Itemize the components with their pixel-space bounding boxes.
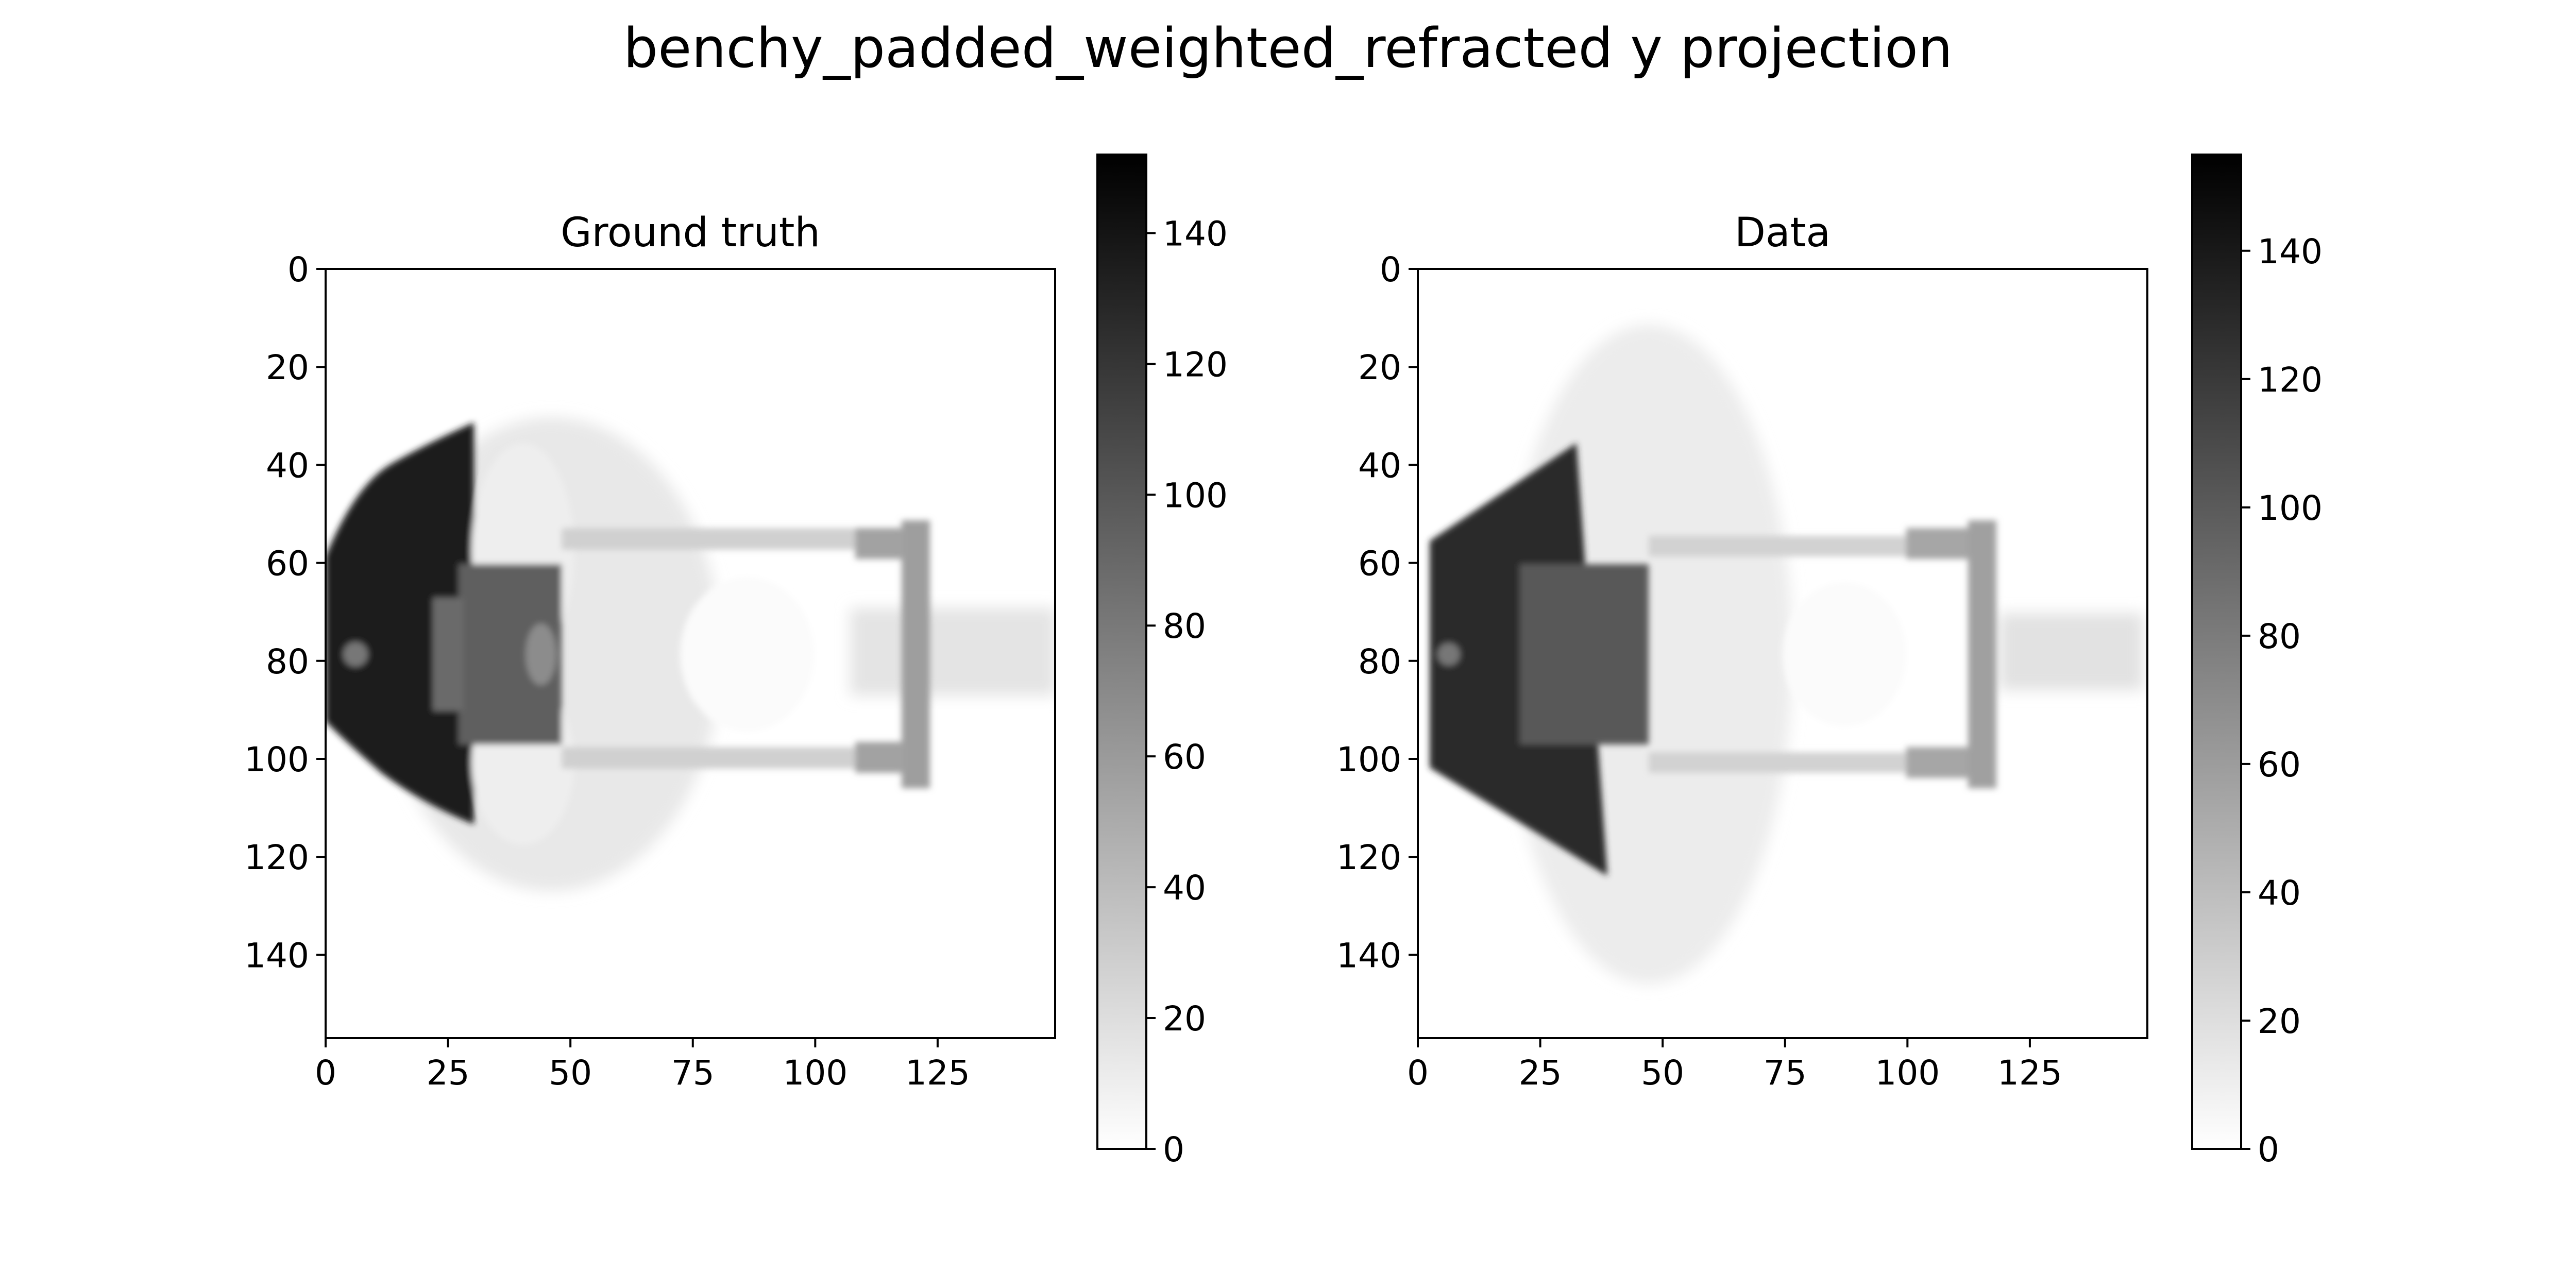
y-tick-label: 60 <box>1358 544 1401 584</box>
x-ticks-ground-truth: 0 25 50 75 100 125 <box>315 1038 970 1093</box>
colorbar-tick-label: 100 <box>2258 488 2323 528</box>
colorbar-tick-label: 120 <box>1163 345 1228 384</box>
y-tick-label: 0 <box>1380 250 1401 290</box>
panel-title-data: Data <box>1735 210 1831 256</box>
colorbar-tick-label: 60 <box>2258 745 2301 785</box>
colorbar-tick-label: 100 <box>1163 476 1228 515</box>
x-tick-label: 125 <box>905 1053 970 1093</box>
y-tick-label: 120 <box>244 838 309 877</box>
colorbar-tick-label: 120 <box>2258 360 2323 400</box>
y-tick-label: 60 <box>266 544 309 584</box>
y-tick-label: 140 <box>244 936 309 975</box>
y-tick-label: 0 <box>287 250 309 290</box>
x-tick-label: 25 <box>1519 1053 1562 1093</box>
heatmap-image-ground-truth <box>326 269 1055 1038</box>
colorbar-tick-label: 40 <box>2258 873 2301 913</box>
colorbar-tick-label: 0 <box>1163 1130 1184 1170</box>
colorbar-tick-label: 60 <box>1163 737 1206 777</box>
colorbar-ticks-ground-truth: 0 20 40 60 80 100 120 140 <box>1146 214 1228 1170</box>
colorbar-tick-label: 0 <box>2258 1130 2279 1170</box>
axes-frame-ground-truth <box>325 268 1056 1039</box>
colorbar-ticks-data: 0 20 40 60 80 100 120 140 <box>2241 232 2323 1170</box>
x-tick-label: 25 <box>427 1053 470 1093</box>
panel-ground-truth: Ground truth <box>244 154 1228 1170</box>
panel-title-ground-truth: Ground truth <box>561 210 820 256</box>
y-tick-label: 100 <box>1336 740 1401 779</box>
x-tick-label: 0 <box>315 1053 336 1093</box>
y-tick-label: 20 <box>266 348 309 387</box>
colorbar-tick-label: 140 <box>1163 214 1228 253</box>
axes-frame-data <box>1417 268 2148 1039</box>
x-ticks-data: 0 25 50 75 100 125 <box>1407 1038 2062 1093</box>
y-tick-label: 80 <box>266 642 309 682</box>
x-tick-label: 50 <box>1641 1053 1684 1093</box>
y-tick-label: 80 <box>1358 642 1401 682</box>
x-tick-label: 0 <box>1407 1053 1429 1093</box>
y-ticks-data: 0 20 40 60 80 100 120 140 <box>1336 250 1418 975</box>
x-tick-label: 125 <box>1997 1053 2062 1093</box>
colorbar-ground-truth <box>1096 154 1147 1150</box>
x-tick-label: 50 <box>549 1053 592 1093</box>
y-tick-label: 140 <box>1336 936 1401 975</box>
colorbar-tick-label: 80 <box>1163 606 1206 646</box>
y-tick-label: 120 <box>1336 838 1401 877</box>
x-tick-label: 75 <box>671 1053 715 1093</box>
heatmap-image-data <box>1418 269 2147 1038</box>
colorbar-tick-label: 20 <box>2258 1002 2301 1041</box>
colorbar-tick-label: 80 <box>2258 617 2301 656</box>
figure-title: benchy_padded_weighted_refracted y proje… <box>623 16 1953 80</box>
colorbar-tick-label: 20 <box>1163 999 1206 1039</box>
y-tick-label: 100 <box>244 740 309 779</box>
x-tick-label: 100 <box>783 1053 848 1093</box>
colorbar-tick-label: 40 <box>1163 868 1206 908</box>
y-ticks-ground-truth: 0 20 40 60 80 100 120 140 <box>244 250 326 975</box>
y-tick-label: 20 <box>1358 348 1401 387</box>
panel-data: Data 0 25 50 75 100 125 0 20 40 60 80 100 120 140 <box>1336 154 2323 1170</box>
y-tick-label: 40 <box>1358 446 1401 485</box>
y-tick-label: 40 <box>266 446 309 485</box>
x-tick-label: 100 <box>1875 1053 1940 1093</box>
colorbar-tick-label: 140 <box>2258 232 2323 272</box>
x-tick-label: 75 <box>1764 1053 1807 1093</box>
colorbar-data <box>2191 154 2242 1150</box>
